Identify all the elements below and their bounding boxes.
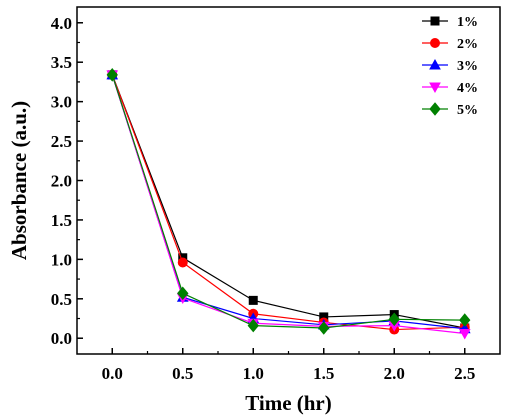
data-point xyxy=(177,286,189,301)
series-line xyxy=(111,74,465,329)
y-tick-label: 1.5 xyxy=(51,211,72,230)
x-axis-title: Time (hr) xyxy=(245,391,332,415)
legend-marker xyxy=(429,82,441,94)
series-line xyxy=(111,74,465,331)
legend-item: 5% xyxy=(422,102,478,118)
legend-marker xyxy=(429,102,441,116)
y-tick-label: 2.5 xyxy=(51,132,72,151)
legend-item: 4% xyxy=(422,81,478,96)
y-tick-label: 3.5 xyxy=(51,53,72,72)
data-point xyxy=(318,321,330,335)
data-point xyxy=(248,295,258,305)
series-2 xyxy=(107,69,470,335)
y-tick-label: 0.5 xyxy=(51,290,72,309)
legend-label: 4% xyxy=(457,81,478,96)
legend-item: 1% xyxy=(422,15,478,30)
y-tick-label: 0.0 xyxy=(51,329,72,348)
x-tick-label: 0.5 xyxy=(172,364,193,383)
legend-marker xyxy=(430,16,440,26)
data-point xyxy=(247,318,259,333)
series-3 xyxy=(106,68,471,334)
data-point xyxy=(106,68,118,82)
x-tick-label: 2.0 xyxy=(384,364,405,383)
y-tick-label: 4.0 xyxy=(51,14,72,33)
x-tick-label: 2.5 xyxy=(454,364,475,383)
data-point xyxy=(459,313,471,327)
data-point xyxy=(177,257,188,268)
plot-frame xyxy=(76,6,501,355)
legend-marker xyxy=(429,58,441,70)
series-1 xyxy=(107,70,470,333)
legend-item: 2% xyxy=(422,37,478,52)
series-line xyxy=(111,74,465,329)
legend-label: 5% xyxy=(457,103,478,118)
data-point xyxy=(388,312,400,327)
legend-item: 3% xyxy=(422,58,478,74)
data-point xyxy=(458,328,471,340)
legend-label: 2% xyxy=(457,37,478,52)
x-tick-label: 1.5 xyxy=(313,364,334,383)
x-tick-label: 0.0 xyxy=(102,364,123,383)
legend-label: 3% xyxy=(457,59,478,74)
legend-marker xyxy=(430,38,440,48)
series-5 xyxy=(106,68,471,335)
legend-label: 1% xyxy=(457,15,478,30)
x-tick-label: 1.0 xyxy=(243,364,264,383)
y-tick-label: 2.0 xyxy=(51,172,72,191)
y-axis-title: Absorbance (a.u.) xyxy=(7,101,31,260)
series-line xyxy=(111,74,465,335)
y-tick-label: 1.0 xyxy=(51,250,72,269)
y-tick-label: 3.0 xyxy=(51,93,72,112)
series-line xyxy=(111,74,465,330)
